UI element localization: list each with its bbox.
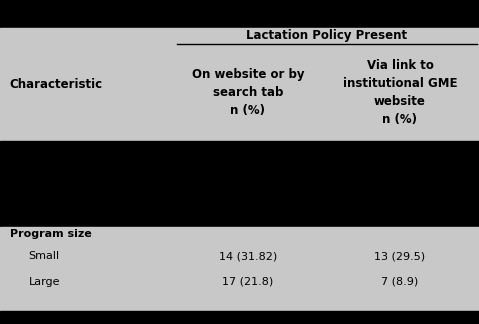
Text: Lactation Policy Present: Lactation Policy Present bbox=[246, 29, 408, 42]
Text: Program size: Program size bbox=[10, 228, 91, 238]
Text: 17 (21.8): 17 (21.8) bbox=[222, 277, 274, 286]
Text: 13 (29.5): 13 (29.5) bbox=[375, 251, 425, 261]
Text: n (%): n (%) bbox=[382, 112, 418, 126]
Text: 14 (31.82): 14 (31.82) bbox=[219, 251, 277, 261]
Text: Large: Large bbox=[29, 277, 60, 286]
Text: Via link to: Via link to bbox=[366, 59, 433, 72]
Text: Small: Small bbox=[29, 251, 60, 261]
Text: Characteristic: Characteristic bbox=[10, 78, 103, 91]
Bar bbox=[0, 0, 479, 28]
Bar bbox=[0, 311, 479, 324]
Text: institutional GME: institutional GME bbox=[342, 77, 457, 90]
Text: search tab: search tab bbox=[213, 86, 283, 99]
Bar bbox=[0, 227, 479, 311]
Bar bbox=[0, 28, 479, 141]
Text: website: website bbox=[374, 95, 426, 108]
Bar bbox=[0, 141, 479, 227]
Text: n (%): n (%) bbox=[230, 104, 265, 117]
Text: On website or by: On website or by bbox=[192, 68, 304, 81]
Text: 7 (8.9): 7 (8.9) bbox=[381, 277, 419, 286]
